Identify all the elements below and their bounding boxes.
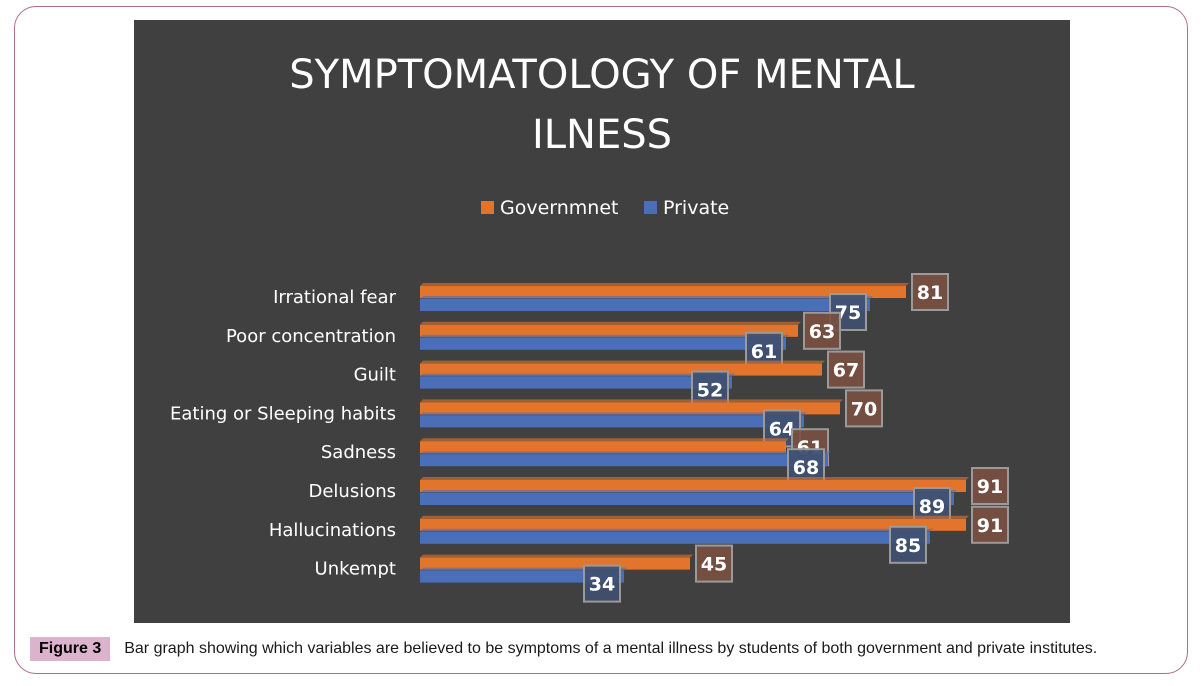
bar-private bbox=[420, 454, 828, 467]
data-label: 45 bbox=[701, 554, 727, 576]
data-label: 68 bbox=[793, 457, 819, 479]
data-label: 81 bbox=[917, 282, 943, 304]
legend: Governmnet Private bbox=[481, 197, 729, 219]
data-label: 89 bbox=[919, 496, 945, 518]
bar-private bbox=[420, 531, 930, 544]
bar-government bbox=[420, 441, 786, 454]
category-label: Guilt bbox=[354, 365, 396, 386]
bar-top-face bbox=[420, 283, 909, 286]
legend-swatch-private bbox=[644, 201, 657, 214]
bar-top-face bbox=[420, 360, 825, 364]
data-label: 85 bbox=[895, 535, 921, 557]
bar-government bbox=[420, 402, 840, 415]
data-label-box bbox=[583, 564, 621, 603]
data-label-box bbox=[803, 311, 841, 350]
data-label: 63 bbox=[809, 321, 835, 343]
bar-top-face bbox=[420, 451, 831, 455]
bar-top-face bbox=[420, 399, 843, 403]
data-label-box bbox=[695, 544, 733, 583]
data-label: 70 bbox=[851, 398, 877, 420]
bar-private bbox=[420, 493, 954, 505]
data-label-box bbox=[971, 505, 1009, 544]
category-label: Irrational fear bbox=[273, 287, 396, 308]
category-label: Sadness bbox=[321, 442, 396, 463]
category-label: Hallucinations bbox=[269, 520, 396, 541]
figure-caption: Figure 3 Bar graph showing which variabl… bbox=[30, 637, 1097, 661]
data-label-box bbox=[911, 273, 949, 311]
bar-government bbox=[420, 324, 798, 337]
category-label: Eating or Sleeping habits bbox=[170, 403, 396, 424]
figure-frame bbox=[14, 6, 1188, 674]
bar-top-face bbox=[420, 412, 807, 416]
bar-top-face bbox=[420, 477, 969, 480]
chart-title-line-2: ILNESS bbox=[532, 112, 672, 158]
bar-top-face bbox=[420, 373, 735, 377]
bar-top-face bbox=[420, 334, 789, 338]
data-label: 64 bbox=[769, 418, 795, 440]
bar-government bbox=[420, 480, 966, 492]
bar-top-face bbox=[420, 515, 969, 519]
legend-swatch-government bbox=[481, 201, 494, 214]
data-label-box bbox=[889, 525, 927, 564]
legend-label-government: Governmnet bbox=[500, 197, 619, 219]
plot-area: Irrational fear 81 75 Poor concentration 63 6… bbox=[170, 273, 1009, 603]
chart-panel: SYMPTOMATOLOGY OF MENTAL ILNESS Governmn… bbox=[134, 20, 1070, 623]
figure-caption-text: Bar graph showing which variables are be… bbox=[124, 640, 1098, 657]
data-label: 91 bbox=[977, 476, 1003, 498]
data-label: 91 bbox=[977, 515, 1003, 537]
data-label: 75 bbox=[835, 302, 861, 324]
chart-title-line-1: SYMPTOMATOLOGY OF MENTAL bbox=[289, 52, 915, 98]
bar-private bbox=[420, 415, 804, 428]
data-label-box bbox=[827, 350, 865, 389]
bar-top-face bbox=[420, 490, 957, 493]
data-label: 52 bbox=[697, 380, 723, 402]
bar-chart: SYMPTOMATOLOGY OF MENTAL ILNESS Governmn… bbox=[170, 52, 1009, 603]
bar-private bbox=[420, 299, 870, 311]
bar-top-face bbox=[420, 296, 873, 299]
bar-top-face bbox=[420, 567, 627, 571]
category-label: Unkempt bbox=[315, 559, 396, 580]
bar-government bbox=[420, 518, 966, 531]
bar-private bbox=[420, 376, 732, 389]
bar-government bbox=[420, 286, 906, 298]
data-label-box bbox=[845, 389, 883, 428]
data-label: 67 bbox=[833, 360, 859, 382]
legend-label-private: Private bbox=[663, 197, 729, 219]
bar-government bbox=[420, 557, 690, 570]
bar-private bbox=[420, 570, 624, 583]
data-label-box bbox=[971, 467, 1009, 505]
data-label: 61 bbox=[751, 341, 777, 363]
figure-label: Figure 3 bbox=[30, 637, 111, 661]
bar-top-face bbox=[420, 528, 933, 532]
category-label: Poor concentration bbox=[226, 326, 396, 347]
bar-private bbox=[420, 337, 786, 350]
category-label: Delusions bbox=[308, 481, 396, 502]
data-label: 34 bbox=[589, 574, 615, 596]
bar-top-face bbox=[420, 554, 693, 558]
bar-top-face bbox=[420, 321, 801, 325]
bar-top-face bbox=[420, 438, 789, 442]
